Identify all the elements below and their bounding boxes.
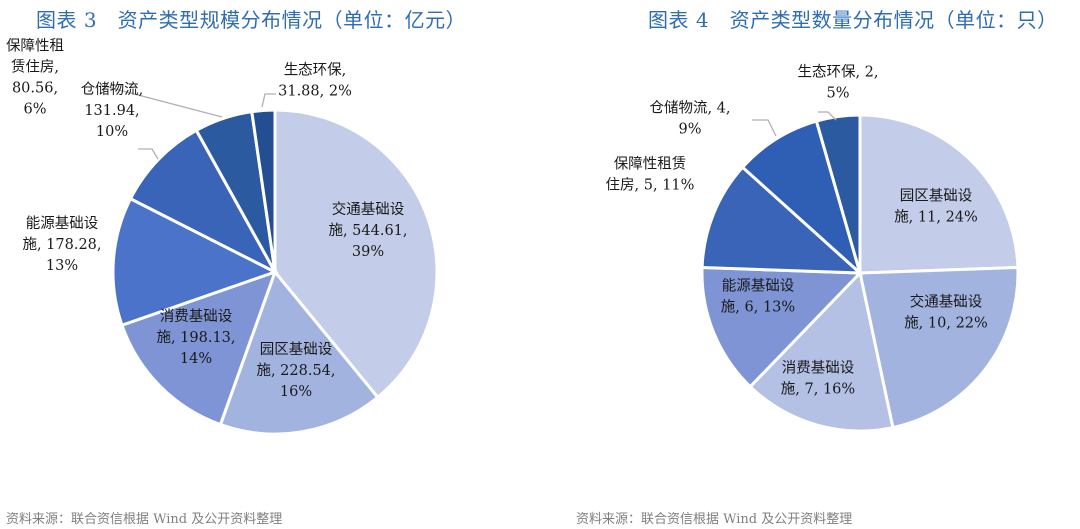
data-label-0-1: 园区基础设施, 228.54, 16% xyxy=(256,341,335,400)
pie-slice-0-1 xyxy=(218,268,380,436)
chart2-pie: 园区基础设施, 11, 24% 交通基础设施, 10, 22% 消费基础设施, 7,… xyxy=(606,64,1020,433)
pie-slice-1-1 xyxy=(858,265,1020,430)
pie-slice-0-3 xyxy=(111,196,279,328)
leader-line-0-5 xyxy=(99,84,223,118)
data-label-1-6: 生态环保, 2, 5% xyxy=(797,64,878,102)
pie-slice-1-4 xyxy=(700,165,865,275)
chart2-title: 图表 4 资产类型数量分布情况（单位：只） xyxy=(648,8,1058,32)
chart1-title: 图表 3 资产类型规模分布情况（单位：亿元） xyxy=(36,8,467,32)
pie-slice-0-2 xyxy=(120,269,278,427)
data-label-0-2: 消费基础设施, 198.13, 14% xyxy=(156,308,235,367)
data-label-0-4: 仓储物流, 131.94, 10% xyxy=(81,81,144,140)
pie-slice-0-4 xyxy=(128,128,279,276)
data-label-0-3: 能源基础设施, 178.28, 13% xyxy=(22,215,101,274)
data-label-1-0: 园区基础设施, 11, 24% xyxy=(894,188,978,226)
chart2-source: 资料来源：联合资信根据 Wind 及公开资料整理 xyxy=(576,512,853,527)
pie-slice-1-0 xyxy=(858,113,1020,275)
leader-line-1-5 xyxy=(752,119,777,137)
pie-slice-1-2 xyxy=(748,269,895,433)
chart1-source: 资料来源：联合资信根据 Wind 及公开资料整理 xyxy=(6,512,283,527)
leader-line-1-6 xyxy=(818,111,837,121)
pie-slice-0-6 xyxy=(250,108,277,273)
chart1-pie: 交通基础设施, 544.61, 39% 园区基础设施, 228.54, 16% 消费基础… xyxy=(6,37,439,436)
pie-slice-1-6 xyxy=(814,113,862,274)
leader-line-0-6 xyxy=(261,93,276,108)
pie-slice-0-0 xyxy=(273,108,439,400)
pie-slice-1-3 xyxy=(700,265,864,389)
pie-slice-1-5 xyxy=(740,119,863,278)
data-label-1-1: 交通基础设施, 10, 22% xyxy=(904,293,988,332)
data-label-0-0: 交通基础设施, 544.61, 39% xyxy=(328,200,407,260)
data-label-0-6: 生态环保, 31.88, 2% xyxy=(278,62,352,100)
data-label-1-5: 仓储物流, 4, 9% xyxy=(649,100,730,138)
data-label-0-5: 保障性租赁住房, 80.56, 6% xyxy=(6,37,64,118)
data-label-1-2: 消费基础设施, 7, 16% xyxy=(781,360,855,398)
data-label-1-4: 保障性租赁住房, 5, 11% xyxy=(606,155,695,194)
data-label-1-3: 能源基础设施, 6, 13% xyxy=(721,278,795,316)
leader-line-0-4 xyxy=(138,148,159,160)
